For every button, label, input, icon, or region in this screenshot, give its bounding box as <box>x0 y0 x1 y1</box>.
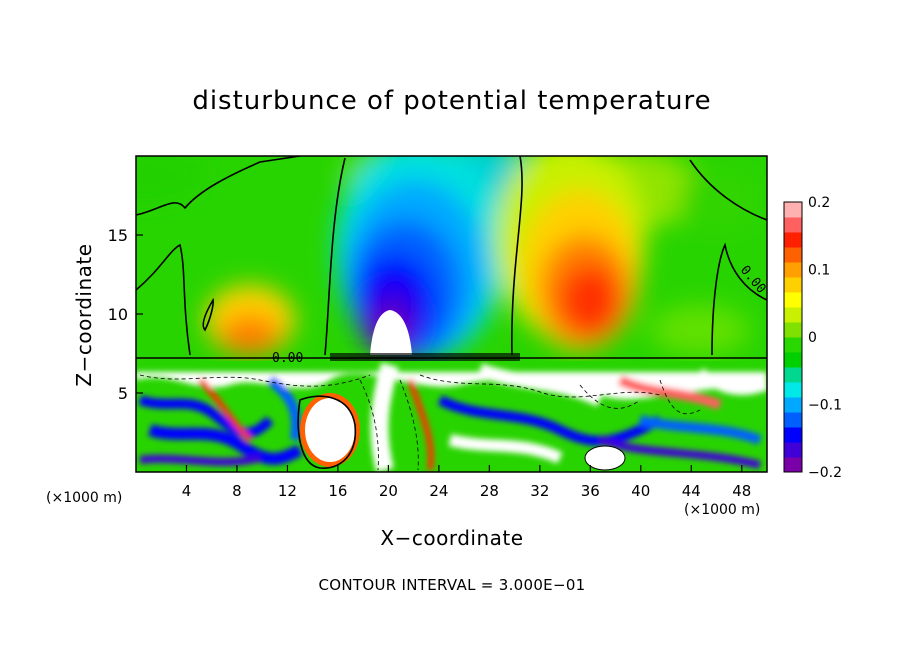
x-unit-label-right: (×1000 m) <box>684 502 761 518</box>
x-tick-label: 8 <box>232 482 242 500</box>
y-tick-label: 10 <box>108 305 128 324</box>
y-tick-label: 15 <box>108 226 128 245</box>
colorbar-frame <box>783 201 803 473</box>
colorbar: 0.2 0.1 0 −0.1 −0.2 <box>783 195 842 481</box>
colorbar-swatch <box>784 217 802 233</box>
x-tick-label: 28 <box>480 482 499 500</box>
contour-label: 0.00 <box>272 351 303 366</box>
colorbar-swatch <box>784 352 802 368</box>
y-axis-label: Z−coordinate <box>72 243 96 387</box>
colorbar-swatch <box>784 292 802 308</box>
colorbar-tick-label: −0.1 <box>808 398 842 414</box>
colorbar-swatch <box>784 457 802 473</box>
colorbar-swatch <box>784 382 802 398</box>
y-tick-label: 5 <box>118 384 128 403</box>
colorbar-tick-label: 0 <box>808 330 817 346</box>
x-axis-label: X−coordinate <box>380 526 524 550</box>
colorbar-swatch <box>784 307 802 323</box>
chart-title: disturbunce of potential temperature <box>192 86 712 116</box>
colorbar-swatch <box>784 427 802 443</box>
contour-interval-note: CONTOUR INTERVAL = 3.000E−01 <box>318 576 586 594</box>
x-tick-label: 20 <box>379 482 398 500</box>
x-axis: 4 8 12 16 20 24 28 32 36 40 44 48 <box>182 465 751 500</box>
x-tick-label: 16 <box>328 482 347 500</box>
x-tick-label: 24 <box>429 482 448 500</box>
x-tick-label: 12 <box>278 482 297 500</box>
colorbar-swatch <box>784 277 802 293</box>
x-tick-label: 36 <box>581 482 600 500</box>
colorbar-swatch <box>784 412 802 428</box>
colorbar-tick-label: 0.1 <box>808 263 830 279</box>
colorbar-tick-label: 0.2 <box>808 195 830 211</box>
colorbar-swatch <box>784 367 802 383</box>
x-tick-label: 44 <box>682 482 701 500</box>
colorbar-swatch <box>784 337 802 353</box>
colorbar-swatch <box>784 232 802 248</box>
colorbar-swatch <box>784 262 802 278</box>
x-tick-label: 40 <box>631 482 650 500</box>
x-tick-label: 48 <box>732 482 751 500</box>
colorbar-swatch <box>784 322 802 338</box>
colorbar-swatch <box>784 202 802 218</box>
heatmap-field <box>136 156 767 472</box>
x-unit-label-left: (×1000 m) <box>46 490 123 506</box>
colorbar-tick-label: −0.2 <box>808 465 842 481</box>
colorbar-swatch <box>784 397 802 413</box>
y-axis: 5 10 15 <box>108 226 143 403</box>
x-tick-label: 4 <box>182 482 192 500</box>
colorbar-swatch <box>784 442 802 458</box>
x-tick-label: 32 <box>530 482 549 500</box>
colorbar-swatch <box>784 247 802 263</box>
